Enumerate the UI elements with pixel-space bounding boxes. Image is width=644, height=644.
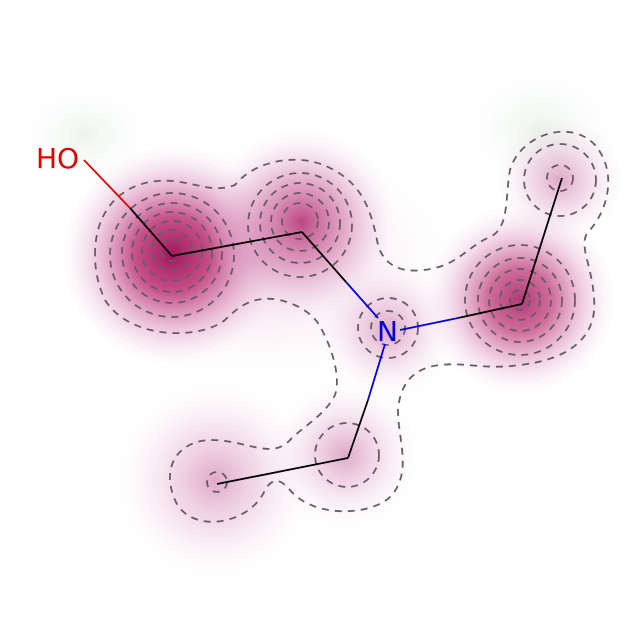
bond-c2-c3 — [171, 231, 303, 257]
contour-c5-4 — [499, 279, 541, 321]
contour-n4-2 — [370, 310, 406, 346]
contour-c5-1 — [464, 244, 576, 356]
heatmap-layer — [10, 55, 630, 580]
bond-c3-n4 — [301, 231, 347, 283]
contour-outer — [94, 130, 610, 523]
atom-labels: HO N — [36, 142, 398, 348]
bond-o1-c2-b — [129, 207, 173, 257]
atom-label-oh: HO — [36, 142, 79, 175]
bond-n4-c7-b — [347, 399, 369, 459]
contour-c6-2 — [546, 164, 574, 192]
heat-c3 — [207, 127, 397, 317]
bond-c3-n4-b — [345, 281, 379, 319]
heat-c5 — [425, 205, 615, 395]
contour-c2-6 — [160, 238, 184, 262]
bond-c5-c6 — [521, 177, 563, 305]
heat-n4 — [318, 260, 458, 400]
contour-c2-5 — [151, 229, 193, 271]
contour-c5-5 — [509, 289, 531, 311]
contour-c7-1 — [314, 422, 380, 488]
contour-c5-2 — [477, 257, 563, 343]
bond-c7-c8 — [216, 457, 349, 485]
heat-c6 — [495, 115, 625, 245]
bond-n4-c5-b — [457, 303, 523, 319]
bonds-layer — [83, 159, 563, 485]
contour-c6-1 — [523, 143, 597, 217]
contour-c3-1 — [247, 172, 353, 278]
contour-c2-3 — [131, 211, 213, 293]
contour-c3-4 — [281, 202, 319, 240]
contour-c3-3 — [270, 192, 330, 252]
atom-label-n: N — [377, 315, 398, 348]
contour-n4-1 — [357, 297, 419, 359]
heat-c8 — [115, 380, 315, 580]
bond-n4-c7 — [367, 343, 386, 401]
bond-o1-c2 — [83, 159, 131, 209]
contour-c5-3 — [488, 268, 552, 332]
contour-c3-2 — [259, 182, 341, 264]
contour-c2-2 — [121, 202, 223, 304]
contour-c2-1 — [109, 192, 235, 318]
bond-n4-c5 — [399, 317, 459, 331]
